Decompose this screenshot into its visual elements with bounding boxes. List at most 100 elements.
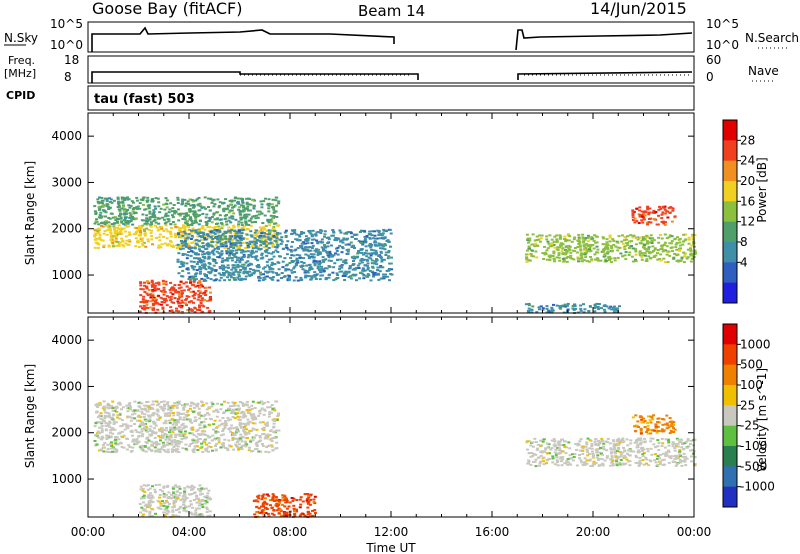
data-cell	[281, 260, 285, 263]
data-cell	[102, 400, 106, 403]
data-cell	[258, 248, 262, 251]
data-cell	[380, 256, 383, 259]
data-cell	[274, 499, 278, 502]
data-cell	[350, 274, 354, 277]
data-cell	[248, 268, 252, 270]
data-cell	[647, 246, 651, 249]
data-cell	[330, 234, 334, 237]
data-cell	[616, 457, 620, 460]
data-cell	[301, 242, 305, 245]
data-cell	[687, 238, 691, 241]
data-cell	[104, 215, 107, 218]
data-cell	[163, 208, 167, 211]
data-cell	[389, 232, 393, 235]
data-cell	[643, 238, 647, 241]
data-cell	[269, 504, 272, 507]
data-cell	[216, 222, 220, 225]
data-cell	[298, 239, 302, 242]
data-cell	[133, 423, 137, 425]
data-cell	[121, 204, 125, 207]
data-cell	[180, 304, 184, 307]
data-cell	[278, 499, 282, 502]
data-cell	[170, 448, 174, 451]
data-cell	[179, 234, 183, 237]
data-cell	[98, 207, 102, 210]
data-cell	[340, 239, 344, 242]
data-cell	[550, 238, 554, 241]
data-cell	[604, 246, 607, 249]
data-cell	[220, 222, 224, 225]
data-cell	[309, 493, 313, 496]
data-cell	[365, 258, 369, 261]
data-cell	[184, 245, 188, 248]
data-cell	[174, 499, 178, 502]
data-cell	[164, 221, 168, 224]
data-cell	[165, 295, 169, 298]
data-cell	[229, 221, 233, 224]
data-cell	[203, 263, 207, 266]
data-cell	[249, 234, 253, 237]
data-cell	[203, 278, 206, 281]
data-cell	[97, 223, 101, 226]
data-cell	[669, 206, 673, 209]
data-cell	[258, 421, 262, 424]
data-cell	[648, 237, 652, 240]
data-cell	[230, 256, 234, 259]
data-cell	[302, 241, 306, 244]
data-cell	[618, 441, 622, 444]
data-cell	[261, 494, 265, 497]
data-cell	[98, 196, 101, 199]
data-cell	[316, 231, 320, 233]
data-cell	[642, 236, 646, 239]
data-cell	[94, 434, 98, 437]
data-cell	[198, 265, 202, 268]
data-cell	[528, 259, 532, 262]
data-cell	[583, 248, 587, 251]
data-cell	[162, 495, 166, 498]
data-cell	[123, 230, 127, 233]
data-cell	[210, 216, 214, 218]
data-cell	[271, 278, 275, 281]
data-cell	[155, 450, 159, 453]
data-cell	[238, 265, 242, 268]
data-cell	[640, 210, 644, 213]
data-cell	[249, 413, 253, 416]
data-cell	[579, 252, 583, 255]
data-cell	[227, 219, 231, 222]
data-cell	[240, 448, 244, 451]
data-cell	[529, 253, 533, 256]
data-cell	[270, 203, 274, 206]
data-cell	[657, 208, 661, 211]
data-cell	[325, 236, 329, 239]
data-cell	[210, 239, 214, 242]
data-cell	[684, 233, 688, 236]
data-cell	[271, 198, 275, 201]
data-cell	[641, 212, 645, 215]
data-cell	[190, 265, 194, 267]
data-cell	[103, 441, 107, 444]
data-cell	[280, 236, 284, 239]
data-cell	[256, 269, 260, 272]
data-cell	[171, 404, 175, 407]
data-cell	[205, 402, 209, 405]
data-cell	[566, 256, 570, 258]
data-cell	[179, 413, 183, 415]
data-cell	[200, 297, 204, 300]
data-cell	[380, 260, 384, 263]
data-cell	[139, 511, 142, 514]
data-cell	[152, 307, 156, 310]
data-cell	[306, 271, 310, 274]
data-cell	[101, 436, 105, 439]
data-cell	[192, 301, 195, 304]
data-cell	[144, 510, 148, 513]
data-cell	[311, 509, 314, 512]
data-cell	[243, 422, 247, 425]
data-cell	[354, 238, 358, 240]
data-cell	[199, 205, 203, 208]
data-cell	[558, 246, 562, 249]
data-cell	[176, 208, 180, 211]
data-cell	[97, 206, 101, 209]
data-cell	[375, 252, 378, 254]
data-cell	[271, 242, 275, 245]
